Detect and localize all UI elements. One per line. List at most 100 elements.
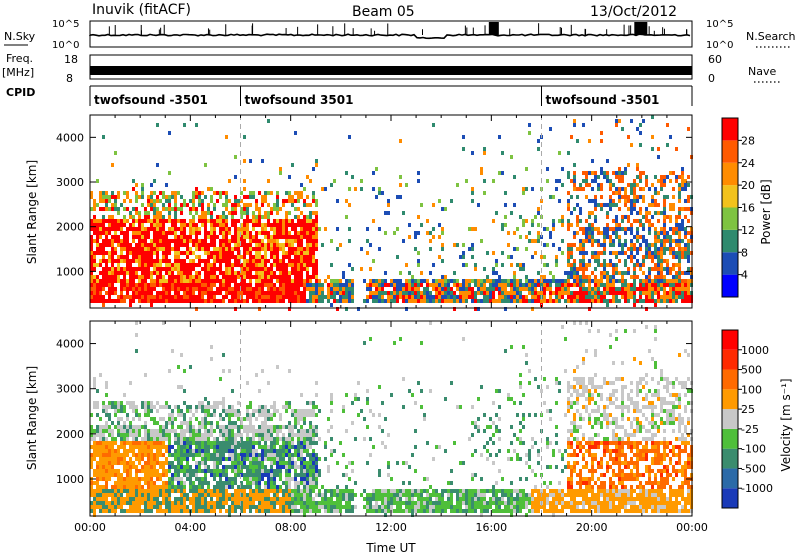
data-cell — [246, 295, 249, 299]
data-cell — [303, 259, 306, 263]
data-cell — [315, 227, 318, 231]
station-title: Inuvik (fitACF) — [92, 2, 191, 18]
data-cell — [162, 509, 165, 513]
data-cell — [138, 267, 141, 271]
data-cell — [501, 223, 504, 227]
data-cell — [204, 163, 207, 167]
data-cell — [600, 243, 603, 247]
data-cell — [198, 445, 201, 449]
data-cell — [348, 299, 351, 303]
data-cell — [216, 235, 219, 239]
data-cell — [276, 235, 279, 239]
data-cell — [222, 271, 225, 275]
data-cell — [279, 295, 282, 299]
data-cell — [180, 267, 183, 271]
data-cell — [111, 457, 114, 461]
data-cell — [177, 509, 180, 513]
data-cell — [678, 259, 681, 263]
data-cell — [309, 211, 312, 215]
data-cell — [594, 219, 597, 223]
data-cell — [222, 473, 225, 477]
data-cell — [198, 405, 201, 409]
data-cell — [651, 199, 654, 203]
data-cell — [675, 283, 678, 287]
data-cell — [108, 287, 111, 291]
data-cell — [285, 211, 288, 215]
data-cell — [153, 481, 156, 485]
data-cell — [318, 287, 321, 291]
data-cell — [252, 247, 255, 251]
data-cell — [294, 235, 297, 239]
data-cell — [267, 485, 270, 489]
data-cell — [606, 179, 609, 183]
data-cell — [159, 283, 162, 287]
data-cell — [297, 295, 300, 299]
data-cell — [273, 509, 276, 513]
data-cell — [222, 441, 225, 445]
data-cell — [279, 207, 282, 211]
data-cell — [312, 267, 315, 271]
data-cell — [246, 211, 249, 215]
data-cell — [495, 279, 498, 283]
nsearch-tick-bottom: 10^0 — [706, 40, 733, 51]
data-cell — [216, 457, 219, 461]
data-cell — [318, 283, 321, 287]
data-cell — [189, 473, 192, 477]
data-cell — [213, 235, 216, 239]
data-cell — [315, 295, 318, 299]
data-cell — [255, 509, 258, 513]
data-cell — [183, 501, 186, 505]
data-cell — [93, 291, 96, 295]
data-cell — [219, 239, 222, 243]
data-cell — [159, 485, 162, 489]
data-cell — [471, 255, 474, 259]
data-cell — [309, 263, 312, 267]
data-cell — [111, 473, 114, 477]
data-cell — [681, 291, 684, 295]
data-cell — [117, 421, 120, 425]
data-cell — [162, 195, 165, 199]
data-cell — [390, 291, 393, 295]
data-cell — [234, 449, 237, 453]
data-cell — [207, 243, 210, 247]
data-cell — [684, 187, 687, 191]
data-cell — [585, 183, 588, 187]
data-cell — [669, 235, 672, 239]
data-cell — [210, 243, 213, 247]
data-cell — [684, 227, 687, 231]
data-cell — [459, 283, 462, 287]
data-cell — [687, 271, 690, 275]
data-cell — [180, 449, 183, 453]
data-cell — [171, 445, 174, 449]
data-cell — [222, 453, 225, 457]
data-cell — [618, 223, 621, 227]
data-cell — [150, 401, 153, 405]
data-cell — [531, 255, 534, 259]
data-cell — [528, 299, 531, 303]
data-cell — [285, 425, 288, 429]
data-cell — [234, 437, 237, 441]
data-cell — [288, 497, 291, 501]
data-cell — [93, 283, 96, 287]
data-cell — [309, 239, 312, 243]
data-cell — [633, 235, 636, 239]
data-cell — [159, 227, 162, 231]
data-cell — [597, 243, 600, 247]
data-cell — [540, 255, 543, 259]
data-cell — [297, 279, 300, 283]
data-cell — [513, 299, 516, 303]
data-cell — [198, 239, 201, 243]
data-cell — [138, 481, 141, 485]
data-cell — [255, 255, 258, 259]
data-cell — [402, 283, 405, 287]
data-cell — [291, 271, 294, 275]
data-cell — [681, 219, 684, 223]
data-cell — [213, 501, 216, 505]
data-cell — [180, 413, 183, 417]
data-cell — [573, 267, 576, 271]
data-cell — [90, 239, 93, 243]
data-cell — [102, 509, 105, 513]
data-cell — [375, 195, 378, 199]
data-cell — [591, 171, 594, 175]
data-cell — [240, 227, 243, 231]
